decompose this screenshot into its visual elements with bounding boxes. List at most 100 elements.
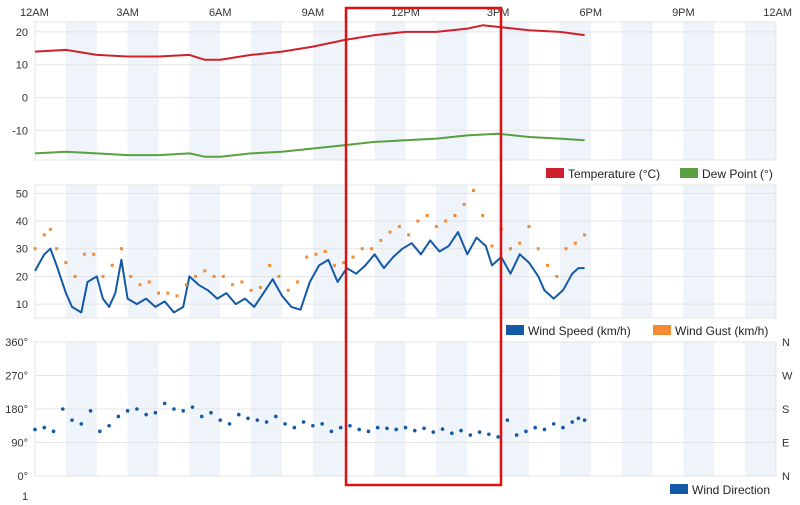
wind-direction-point (116, 414, 121, 419)
legend-label[interactable]: Dew Point (°) (702, 167, 773, 181)
wind-gust-point (212, 274, 216, 278)
time-band (621, 22, 653, 160)
wind-gust-point (129, 274, 133, 278)
wind-direction-point (375, 425, 380, 430)
wind-direction-point (292, 425, 297, 430)
y-right-tick-label: N (782, 471, 790, 483)
wind-gust-point (64, 261, 68, 265)
time-band (745, 22, 776, 160)
wind-gust-point (425, 213, 429, 217)
wind-gust-point (444, 219, 448, 223)
wind-gust-point (166, 291, 170, 295)
wind-direction-point (246, 416, 250, 421)
wind-direction-point (301, 420, 306, 424)
wind-direction-point (190, 405, 195, 409)
y-tick-label: -10 (12, 125, 28, 137)
wind-direction-point (570, 420, 575, 424)
y-tick-label: 20 (16, 271, 28, 283)
wind-gust-point (92, 252, 96, 256)
wind-gust-point (240, 280, 244, 284)
wind-gust-point (490, 244, 494, 248)
wind-gust-point (286, 288, 290, 292)
wind-gust-point (416, 219, 420, 223)
legend-label[interactable]: Wind Direction (692, 483, 770, 497)
wind-gust-point (119, 247, 123, 251)
wind-direction-point (551, 422, 556, 426)
wind-gust-point (82, 252, 86, 256)
wind-gust-point (33, 247, 37, 251)
legend-swatch[interactable] (670, 484, 688, 494)
wind-direction-point (431, 430, 436, 434)
legend-label[interactable]: Wind Speed (km/h) (528, 324, 631, 338)
dew-point-line (34, 132, 585, 158)
y-right-tick-label: S (782, 404, 789, 416)
legend-swatch[interactable] (546, 168, 564, 178)
wind-gust-point (481, 213, 485, 217)
wind-direction-point (576, 416, 581, 421)
wind-direction-point (385, 426, 389, 431)
wind-gust-point (546, 263, 550, 267)
wind-gust-point (138, 283, 142, 287)
time-band (683, 22, 715, 160)
x-tick-label: 6AM (209, 7, 232, 19)
wind-gust-point (583, 233, 587, 237)
temperature-line (34, 24, 585, 61)
wind-direction-point (477, 430, 482, 434)
wind-direction-point (255, 418, 260, 422)
legend-swatch[interactable] (680, 168, 698, 178)
x-tick-label: 9PM (672, 7, 695, 19)
time-band (745, 185, 776, 318)
x-tick-label: 12PM (391, 7, 420, 19)
wind-direction-point (33, 427, 37, 432)
y-tick-label: 90° (11, 438, 28, 450)
wind-gust-point (175, 294, 179, 298)
time-band (251, 22, 282, 160)
wind-gust-point (101, 274, 105, 278)
wind-gust-point (332, 263, 336, 267)
panel-frame (34, 184, 777, 319)
x-tick-label: 6PM (579, 7, 602, 19)
wind-gust-point (342, 261, 346, 265)
wind-gust-point (370, 247, 374, 251)
y-right-tick-label: N (782, 337, 790, 349)
wind-gust-point (42, 233, 46, 237)
time-axis: 12AM 3AM 6AM 9AM 12PM 3PM 6PM 9PM 12AM (20, 7, 792, 19)
time-band (436, 185, 468, 318)
y-tick-label: 30 (16, 244, 28, 256)
legend-swatch[interactable] (506, 325, 524, 335)
time-band (498, 22, 529, 160)
wind-direction-point (366, 429, 371, 434)
y-tick-label: 10 (16, 299, 28, 311)
wind-direction-point (88, 409, 93, 413)
time-band (127, 22, 159, 160)
wind-direction-point (209, 410, 213, 415)
wind-gust-point (48, 227, 52, 231)
wind-direction-point (338, 425, 343, 430)
x-tick-label: 3AM (116, 7, 139, 19)
wind-direction-point (274, 414, 278, 419)
wind-gust-point (194, 274, 198, 278)
y-right-tick-label: W (782, 371, 793, 383)
grid-lines: 20 10 0 -10 50 40 30 20 10 360° 270° 180° 90° 0° N W S E N (5, 21, 793, 483)
wind-direction-point (60, 407, 65, 411)
y-tick-label: 10 (16, 60, 28, 72)
legend-swatch[interactable] (653, 325, 671, 335)
wind-direction-point (264, 420, 269, 424)
y-tick-label: 0 (22, 93, 28, 105)
selection-highlight-box[interactable] (344, 6, 503, 487)
wind-direction-point (51, 429, 56, 434)
legend-label[interactable]: Wind Gust (km/h) (675, 324, 768, 338)
wind-gust-point (184, 283, 188, 287)
wind-direction-point (459, 428, 463, 433)
wind-gust-point (555, 274, 559, 278)
y-right-tick-label: E (782, 438, 789, 450)
wind-direction-point (561, 425, 565, 430)
wind-direction-point (542, 427, 547, 432)
wind-direction-point (42, 425, 47, 430)
legend-label[interactable]: Temperature (°C) (568, 167, 660, 181)
wind-gust-point (55, 247, 59, 251)
wind-direction-point (524, 429, 528, 434)
y-tick-label: 0° (17, 471, 28, 483)
